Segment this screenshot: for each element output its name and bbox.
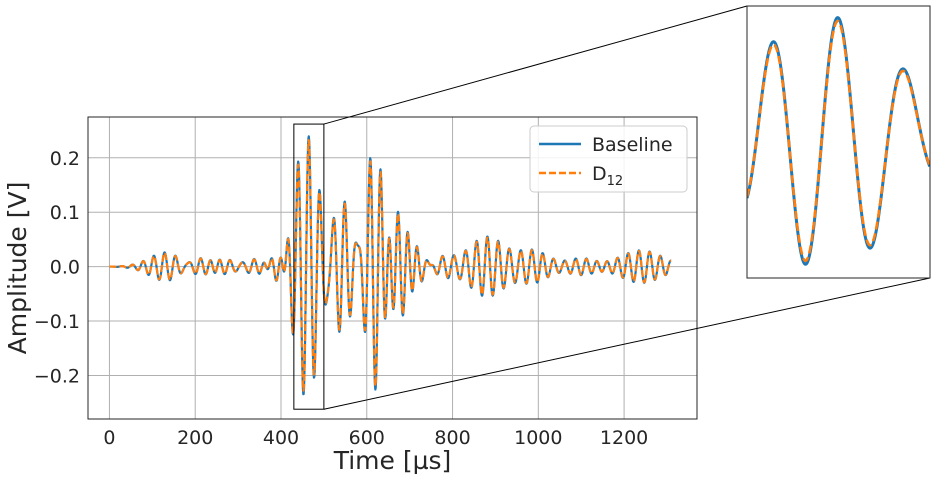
legend-box [529,125,688,193]
zoom-connector-top [323,5,748,125]
x-tick-label: 1000 [514,427,562,449]
legend-label-d12-base: D [592,163,607,185]
y-tick-label: 0.0 [50,257,80,279]
zoom-connector-bottom [323,277,931,410]
series-line-d12 [108,138,672,392]
legend: Baseline D12 [529,125,688,193]
x-tick-label: 1200 [600,427,648,449]
legend-label-d12: D12 [592,163,623,189]
x-axis-title: Time [µs] [333,446,452,475]
series-layer [108,135,672,396]
legend-label-baseline: Baseline [592,134,673,156]
y-tick-label: −0.2 [34,365,80,387]
main-plot-frame [87,116,698,420]
inset-series-layer [747,16,930,266]
x-tick-label: 400 [263,427,299,449]
inset-series-line-d12 [747,19,930,263]
inset-plot-frame [746,5,931,279]
grid-lines [88,117,697,419]
x-tick-label: 200 [177,427,213,449]
y-tick-label: −0.1 [34,311,80,333]
tick-labels: 0 200 400 600 800 1000 1200 −0.2 −0.1 0.0 0.1 0.2 [34,148,648,449]
x-tick-label: 800 [434,427,470,449]
y-axis-title: Amplitude [V] [3,182,32,355]
y-tick-label: 0.2 [50,148,80,170]
x-tick-label: 0 [103,427,115,449]
zoom-region-box [293,123,325,410]
legend-label-d12-subscript: 12 [607,174,624,189]
x-tick-label: 600 [349,427,385,449]
y-tick-label: 0.1 [50,202,80,224]
